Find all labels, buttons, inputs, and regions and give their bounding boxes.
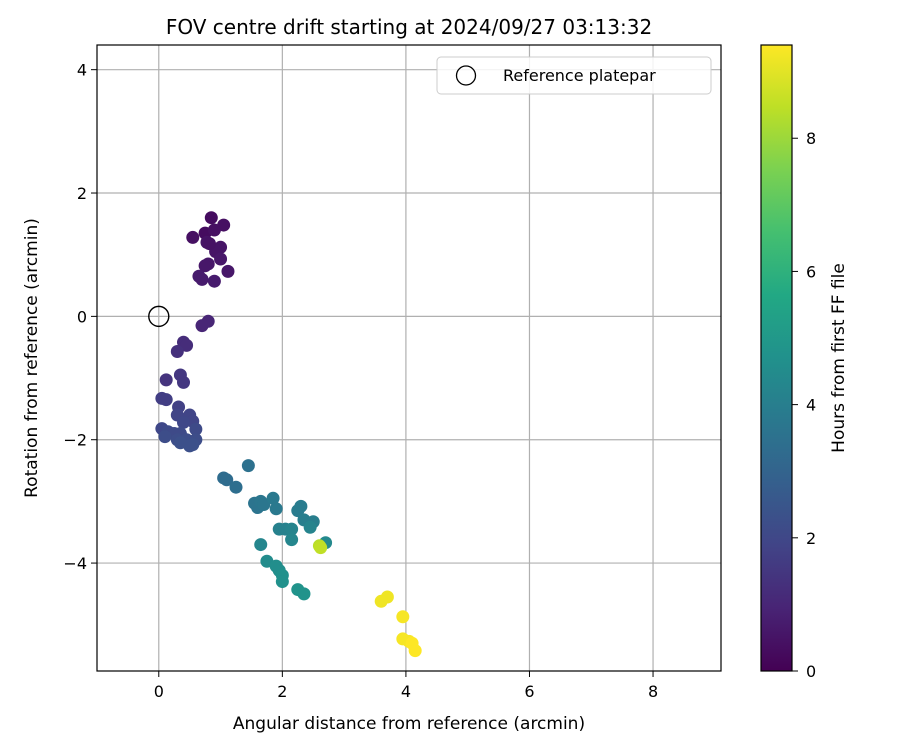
colorbar-label: Hours from first FF file (829, 263, 849, 453)
colorbar: 0 2 4 6 8 Hours from first FF file (760, 44, 849, 681)
legend-marker-reference (455, 65, 477, 86)
colorbar-tick-label: 4 (806, 396, 816, 415)
scatter-point (396, 610, 410, 624)
scatter-point (269, 502, 283, 516)
scatter-point (170, 345, 184, 359)
y-tick-label: −4 (63, 554, 87, 573)
scatter-point (186, 230, 200, 244)
scatter-point (183, 439, 197, 453)
scatter-point (294, 499, 308, 513)
scatter-point (221, 264, 235, 278)
x-axis-ticks: 0 2 4 6 8 (154, 671, 658, 701)
scatter-point (195, 319, 209, 333)
y-tick-label: 4 (77, 61, 87, 80)
scatter-point (195, 272, 209, 286)
scatter-point (180, 338, 194, 352)
colorbar-ticks: 0 2 4 6 8 (792, 129, 816, 681)
x-tick-label: 2 (277, 682, 287, 701)
data-points (155, 211, 422, 658)
colorbar-gradient (760, 44, 793, 672)
colorbar-tick-label: 8 (806, 129, 816, 148)
legend: Reference platepar (436, 56, 712, 95)
scatter-point (266, 491, 280, 505)
legend-label-reference: Reference platepar (503, 66, 656, 85)
scatter-point (198, 259, 212, 273)
y-axis-ticks: −4 −2 0 2 4 (63, 61, 97, 573)
x-tick-label: 0 (154, 682, 164, 701)
reference-point (148, 305, 170, 328)
y-tick-label: 0 (77, 307, 87, 326)
scatter-point (241, 459, 255, 473)
scatter-point (159, 393, 173, 407)
chart-title: FOV centre drift starting at 2024/09/27 … (166, 15, 652, 39)
scatter-point (204, 211, 218, 225)
x-tick-label: 4 (401, 682, 411, 701)
scatter-point (158, 430, 172, 444)
scatter-point (297, 587, 311, 601)
x-tick-label: 8 (648, 682, 658, 701)
scatter-point (176, 415, 190, 429)
plot-frame (96, 44, 722, 672)
scatter-point (207, 223, 221, 237)
scatter-point (159, 373, 173, 387)
scatter-point (214, 252, 228, 266)
y-axis-label: Rotation from reference (arcmin) (22, 218, 42, 498)
x-tick-label: 6 (524, 682, 534, 701)
colorbar-tick-label: 2 (806, 529, 816, 548)
scatter-point (207, 274, 221, 288)
legend-box (436, 56, 712, 95)
scatter-point (176, 375, 190, 389)
scatter-point (257, 497, 271, 511)
scatter-point (374, 594, 388, 608)
scatter-point (285, 522, 299, 536)
y-tick-label: −2 (63, 431, 87, 450)
y-tick-label: 2 (77, 184, 87, 203)
colorbar-tick-label: 0 (806, 662, 816, 681)
scatter-point (285, 533, 299, 547)
scatter-point (314, 541, 328, 555)
scatter-point (229, 480, 243, 494)
grid-lines (97, 45, 721, 671)
scatter-point (303, 520, 317, 534)
colorbar-tick-label: 6 (806, 262, 816, 281)
x-axis-label: Angular distance from reference (arcmin) (233, 714, 585, 734)
reference-marker (148, 305, 170, 328)
scatter-point (189, 422, 203, 436)
scatter-point (202, 237, 216, 251)
scatter-point (220, 473, 234, 487)
scatter-point (275, 575, 289, 589)
scatter-point (408, 644, 422, 658)
scatter-point (254, 538, 268, 552)
